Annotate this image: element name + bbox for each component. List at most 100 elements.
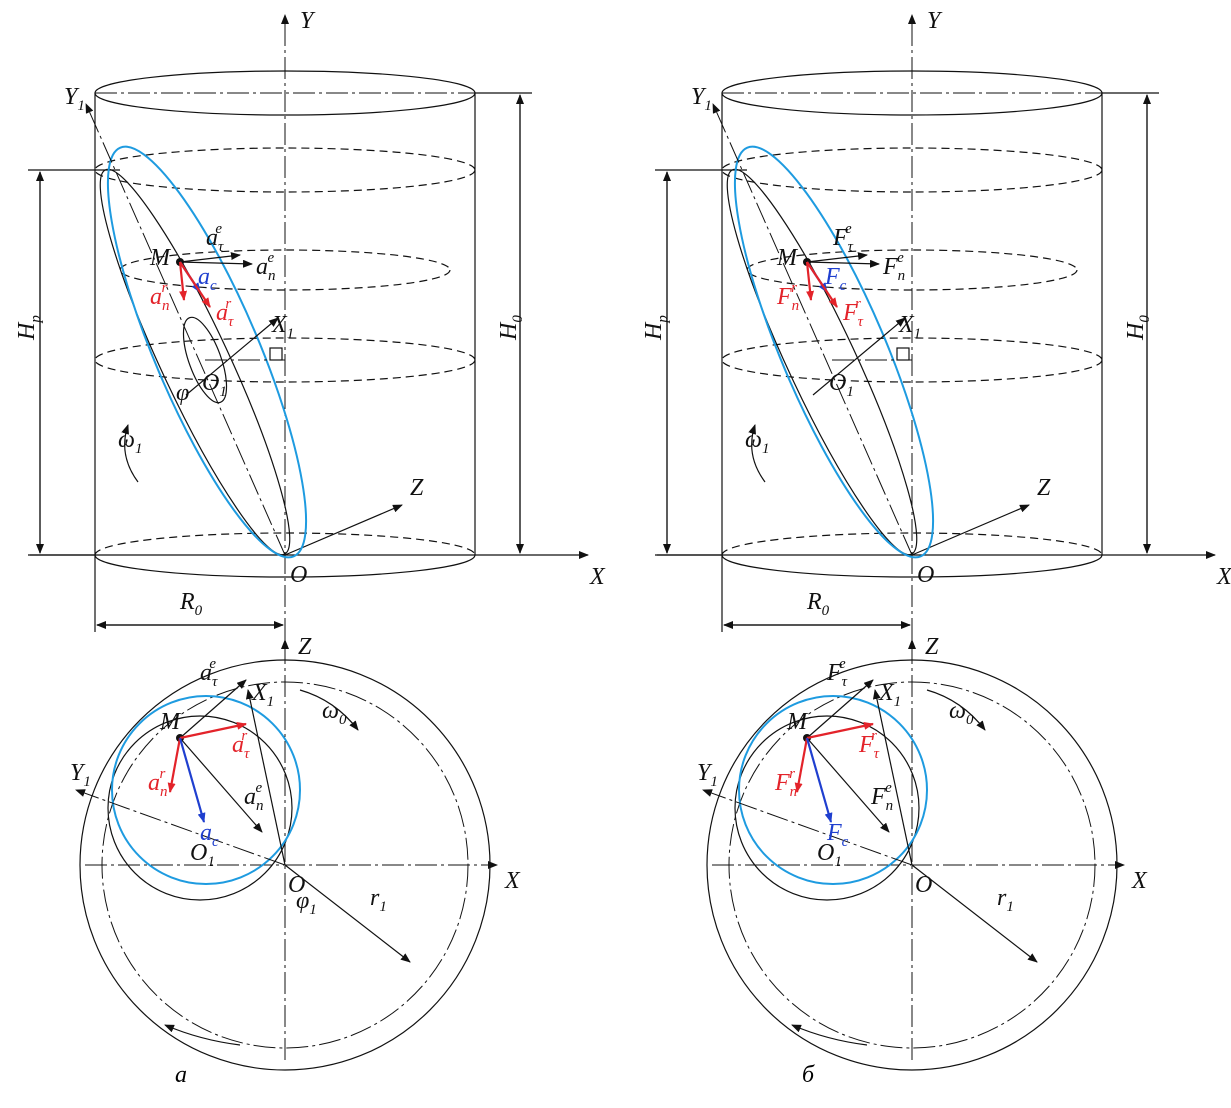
label-sup: e	[885, 780, 892, 796]
label: ac	[198, 264, 217, 294]
label: X1	[878, 680, 901, 710]
label-sub: 1	[83, 774, 91, 790]
label: X	[1131, 868, 1148, 894]
label-base: ω	[118, 427, 135, 453]
label: X1	[271, 312, 294, 342]
label-sub: 1	[834, 854, 842, 870]
label: Fnr	[774, 766, 797, 800]
label: Fne	[870, 780, 893, 814]
label-sup: r	[160, 766, 166, 782]
right-angle	[270, 348, 282, 360]
label: X	[504, 868, 521, 894]
label-base: X	[878, 680, 895, 706]
label: r1	[997, 885, 1014, 915]
label-sup: e	[209, 656, 216, 672]
label: Z	[410, 475, 424, 501]
label: H0	[496, 315, 526, 341]
label-base: a	[244, 784, 256, 810]
label-sub: τ	[228, 314, 234, 330]
label: M	[776, 245, 799, 271]
label-sup: r	[241, 728, 247, 744]
label-sub: c	[840, 278, 847, 294]
label-sub: 1	[77, 98, 85, 114]
label-sub: n	[790, 784, 798, 800]
line	[807, 255, 867, 262]
label: M	[159, 709, 182, 735]
line	[180, 262, 252, 264]
label-sup: e	[897, 250, 904, 266]
label: Fτr	[858, 728, 880, 762]
label: Fτe	[832, 221, 854, 255]
label: φ	[176, 380, 189, 406]
label-base: O	[829, 370, 846, 396]
label: Y	[300, 8, 316, 34]
panel: YY1XZOMX1O1HpH0R0ω1FτeFneFcFnrFτrZXOMX1Y…	[641, 8, 1231, 1088]
label: Fne	[882, 250, 905, 284]
label-sub: 0	[510, 315, 526, 323]
diagram: YY1XZOMX1O1HpH0R0ω1φaτeaneacanraτrZXOMX1…	[0, 0, 1231, 1108]
label-base: a	[148, 770, 160, 796]
label-sup: r	[162, 280, 168, 296]
label-base: F	[826, 820, 842, 846]
label-sub: τ	[244, 746, 250, 762]
label: R0	[806, 589, 830, 619]
label: ω1	[118, 427, 142, 457]
label-sup: e	[839, 656, 846, 672]
label: ω0	[322, 698, 347, 728]
label: ω0	[949, 698, 974, 728]
label: aτr	[232, 728, 250, 762]
label: O	[290, 562, 307, 588]
label-sub: 1	[207, 854, 215, 870]
label-sub: c	[212, 834, 219, 850]
label-sub: 1	[704, 98, 712, 114]
label-base: φ	[296, 888, 309, 914]
label: r1	[370, 885, 387, 915]
label-base: X	[898, 312, 915, 338]
label: M	[786, 709, 809, 735]
label-sub: n	[256, 798, 264, 814]
line	[180, 738, 204, 822]
label-sub: 1	[135, 441, 143, 457]
line	[170, 738, 180, 792]
label: M	[149, 245, 172, 271]
label-sub: τ	[842, 674, 848, 690]
label: O	[915, 872, 932, 898]
label-sub: 1	[309, 902, 317, 918]
label-sub: 0	[195, 603, 203, 619]
label-sub: 1	[762, 441, 770, 457]
label-sub: τ	[212, 674, 218, 690]
label-base: X	[271, 312, 288, 338]
label-sub: 1	[287, 326, 295, 342]
label: Fc	[824, 264, 847, 294]
label-sub: p	[655, 315, 671, 324]
line	[248, 690, 285, 865]
right-angle	[897, 348, 909, 360]
label-sup: r	[855, 296, 861, 312]
label-base: H	[14, 321, 40, 341]
label-base: F	[824, 264, 840, 290]
label: aτe	[200, 656, 218, 690]
label-sub: 1	[219, 384, 227, 400]
label: Y1	[691, 84, 712, 114]
line	[875, 690, 912, 865]
label-sup: e	[256, 780, 263, 796]
label-sub: 1	[894, 694, 902, 710]
label: ane	[256, 250, 276, 284]
label: aτe	[206, 221, 224, 255]
label-sub: 1	[846, 384, 854, 400]
label-sub: τ	[874, 746, 880, 762]
label-sub: 0	[822, 603, 830, 619]
label-sub: n	[162, 298, 170, 314]
label: aτr	[216, 296, 234, 330]
label: Y1	[697, 760, 718, 790]
label: X1	[251, 680, 274, 710]
label-sub: 1	[1006, 899, 1014, 915]
label-base: H	[641, 321, 667, 341]
label-sup: e	[215, 221, 222, 237]
label-sup: r	[871, 728, 877, 744]
label-base: O	[202, 370, 219, 396]
label: Fc	[826, 820, 849, 850]
label-base: H	[496, 321, 522, 341]
label-base: F	[774, 770, 790, 796]
label-sup: r	[789, 766, 795, 782]
